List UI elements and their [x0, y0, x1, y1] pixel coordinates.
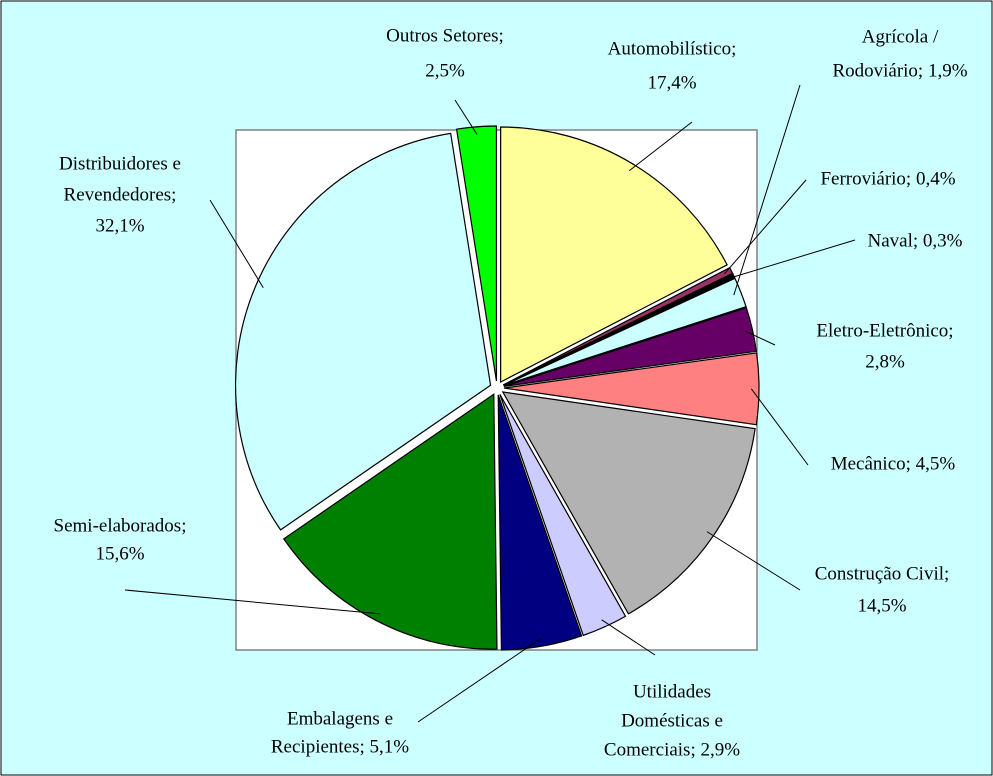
data-label: Ferroviário; 0,4%	[820, 168, 955, 189]
pie-slice	[503, 306, 758, 388]
pie-slice	[499, 394, 627, 637]
data-label: Eletro-Eletrônico;	[816, 320, 953, 341]
leader-line	[726, 239, 856, 280]
leader-line	[417, 638, 542, 723]
data-label: 14,5%	[857, 595, 906, 616]
leader-line	[628, 121, 693, 172]
pie-slice	[235, 132, 492, 531]
pie-slice	[282, 393, 498, 650]
pie-slice	[497, 394, 583, 651]
data-label: Comerciais; 2,9%	[604, 739, 740, 760]
pie-slice	[503, 277, 747, 387]
data-label: Revendedores;	[64, 184, 177, 205]
data-label: 17,4%	[647, 72, 696, 93]
leader-line	[733, 84, 801, 296]
leader-line	[601, 619, 656, 656]
data-label: Outros Setores;	[386, 25, 504, 46]
data-label: Automobilístico;	[608, 38, 737, 59]
data-label: 32,1%	[95, 215, 144, 236]
data-label: Recipientes; 5,1%	[271, 736, 409, 757]
data-label: Distribuidores e	[59, 153, 181, 174]
data-label: Embalagens e	[287, 708, 393, 729]
data-label: Construção Civil;	[815, 563, 950, 584]
data-label: Semi-elaborados;	[54, 515, 187, 536]
data-label: Rodoviário; 1,9%	[832, 60, 967, 81]
data-label: Naval; 0,3%	[868, 230, 963, 251]
data-label: Utilidades	[633, 681, 711, 702]
leader-line	[723, 179, 807, 275]
data-label: Agrícola /	[862, 26, 939, 47]
leader-line	[750, 388, 809, 466]
leader-line	[706, 531, 801, 591]
data-label: 2,8%	[865, 351, 905, 372]
data-label: 2,5%	[425, 60, 465, 81]
leader-line	[124, 589, 381, 615]
pie-slice	[455, 125, 498, 382]
leader-line	[454, 99, 478, 135]
data-label: Domésticas e	[621, 710, 723, 731]
pie-slice	[503, 352, 760, 426]
data-label: Mecânico; 4,5%	[831, 453, 956, 474]
leader-line	[744, 330, 776, 346]
pie-slice	[500, 126, 728, 384]
data-label: 15,6%	[95, 543, 144, 564]
leader-line	[209, 199, 264, 288]
